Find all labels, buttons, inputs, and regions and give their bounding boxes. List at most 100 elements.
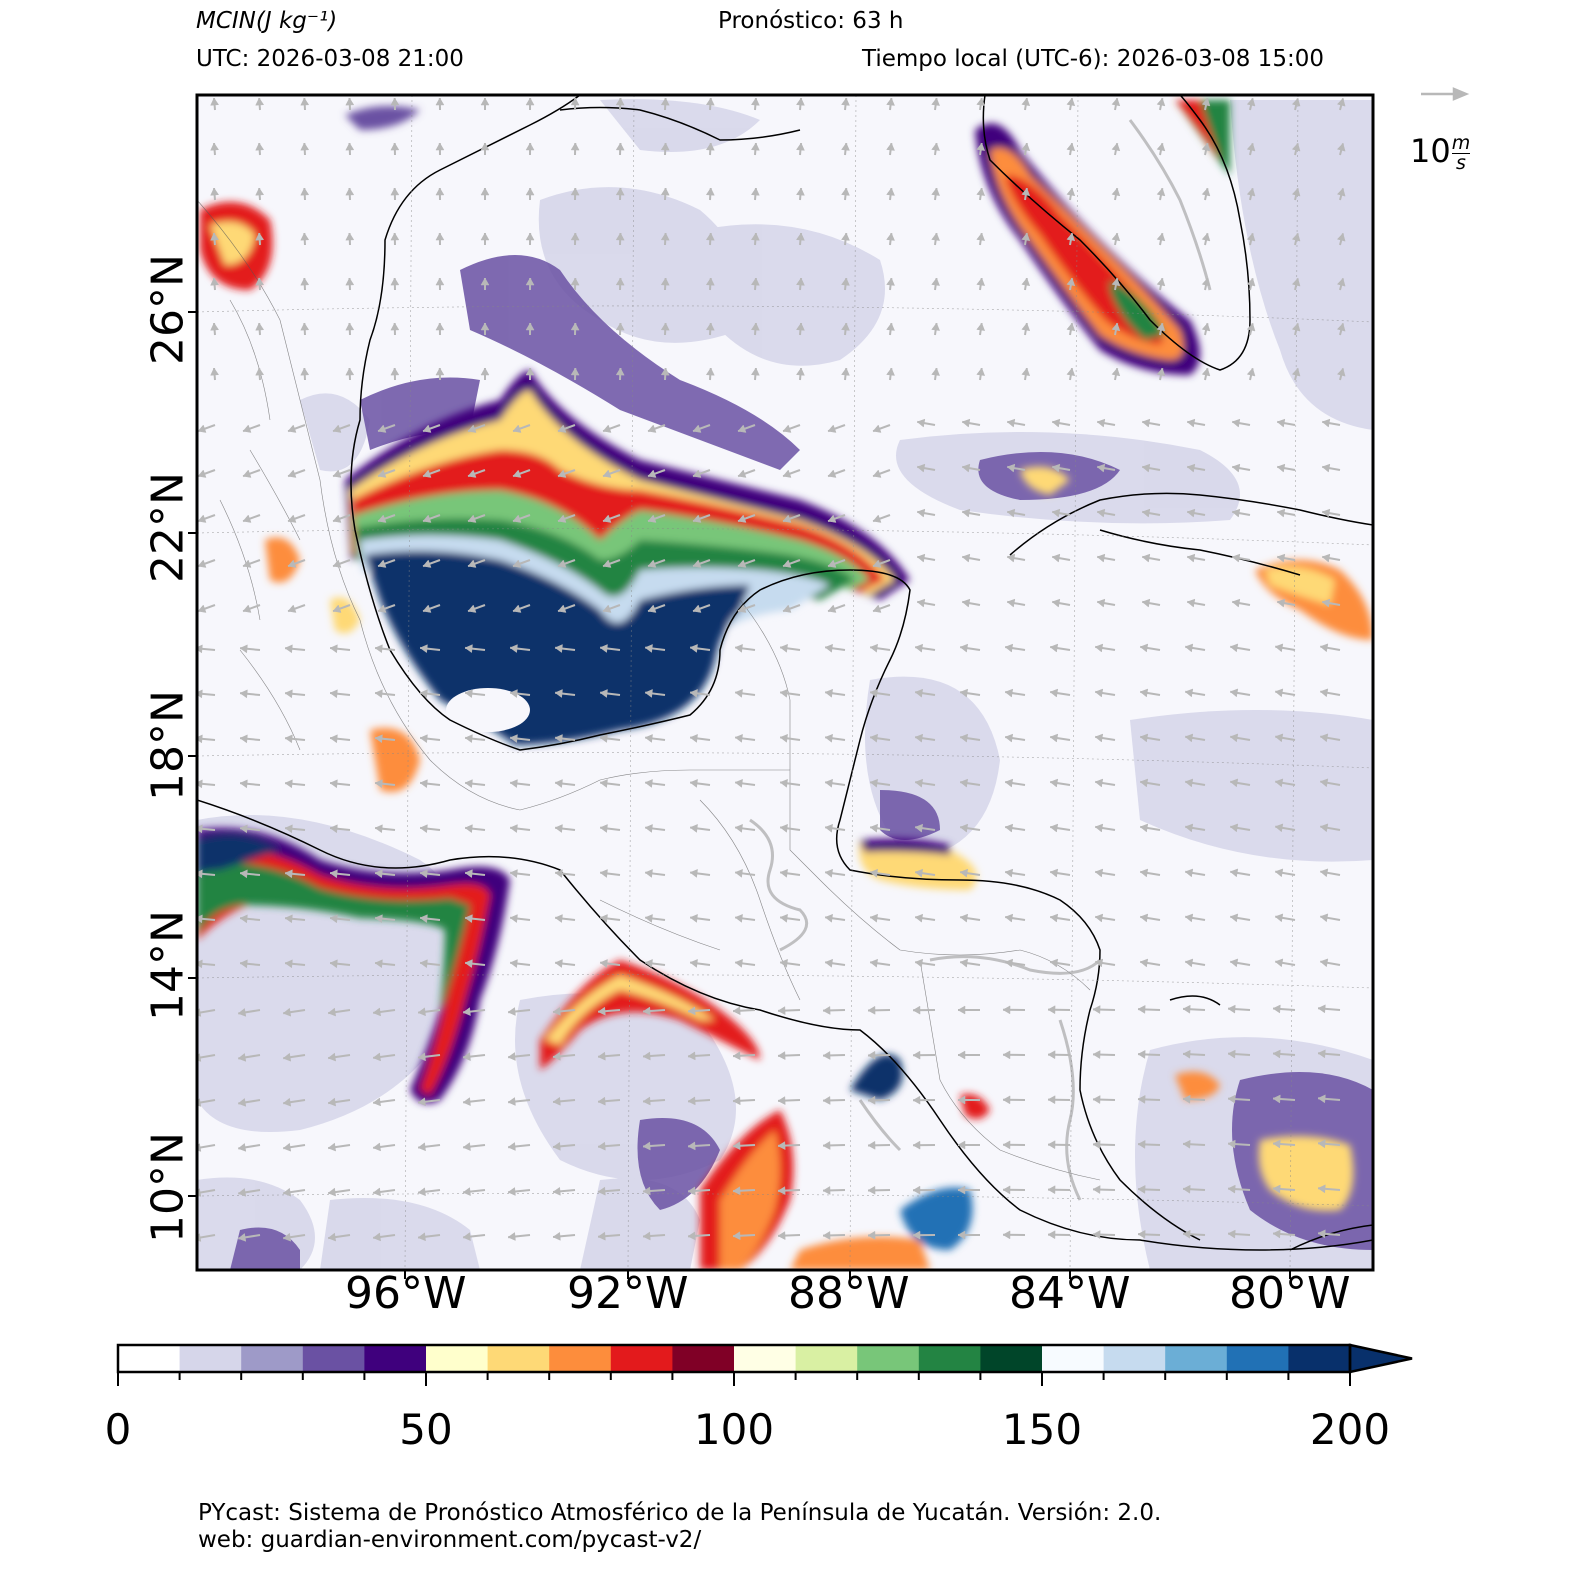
wind-arrow-head	[916, 463, 926, 473]
wind-arrow-head	[1141, 508, 1151, 518]
wind-arrow-head	[750, 277, 760, 286]
wind-arrow-head	[867, 1050, 876, 1060]
wind-key-units-den: s	[1456, 151, 1466, 174]
wind-arrow-head	[284, 914, 293, 924]
wind-arrow-head	[1096, 463, 1106, 473]
wind-arrow-shaft	[197, 1054, 216, 1060]
wind-arrow-head	[886, 187, 895, 196]
wind-arrow-head	[732, 1231, 741, 1241]
wind-arrow-head	[417, 1007, 426, 1017]
wind-arrow-head	[554, 689, 563, 698]
wind-arrow-head	[931, 142, 941, 151]
wind-arrow-head	[1321, 508, 1331, 518]
wind-arrow-head	[912, 1230, 921, 1240]
wind-arrow-head	[462, 1187, 471, 1197]
wind-arrow-head	[782, 604, 792, 613]
wind-arrow-head	[374, 779, 383, 789]
wind-arrow-head	[869, 868, 878, 878]
wind-arrow-head	[239, 869, 248, 879]
wind-arrow-head	[689, 959, 698, 968]
wind-arrow-head	[822, 1051, 831, 1060]
wind-arrow-head	[1274, 868, 1284, 878]
wind-arrow-head	[1317, 1184, 1326, 1194]
wind-arrow-head	[332, 514, 342, 523]
wind-arrow-head	[300, 277, 310, 286]
wind-arrow-head	[1096, 598, 1106, 608]
wind-arrow-head	[329, 914, 338, 924]
wind-arrow-head	[647, 469, 657, 478]
wind-arrow-head	[329, 824, 338, 834]
wind-arrow-head	[644, 869, 653, 878]
wind-arrow-head	[1336, 277, 1346, 287]
wind-arrow-head	[822, 1186, 831, 1195]
wind-arrow-head	[1291, 232, 1301, 242]
wind-arrow-head	[615, 142, 625, 151]
wind-arrow-head	[1092, 1095, 1101, 1104]
wind-arrow-head	[886, 322, 895, 331]
wind-arrow-head	[824, 913, 833, 923]
wind-arrow-head	[824, 643, 833, 653]
wind-arrow-head	[1229, 868, 1239, 878]
wind-arrow-head	[1319, 688, 1329, 698]
wind-arrow-head	[390, 367, 400, 376]
wind-arrow-head	[374, 734, 383, 744]
colorbar-segment	[1042, 1345, 1105, 1372]
wind-arrow-head	[327, 1097, 337, 1107]
wind-arrow-head	[1139, 643, 1149, 653]
wind-arrow-head	[552, 1141, 561, 1151]
wind-arrow-head	[1272, 1184, 1281, 1194]
wind-arrow-head	[1094, 958, 1104, 968]
wind-arrow-head	[284, 734, 293, 744]
wind-arrow-head	[1049, 868, 1059, 878]
wind-arrow-head	[332, 469, 342, 478]
wind-arrow-head	[959, 868, 969, 878]
wind-arrow-head	[1321, 418, 1331, 428]
wind-arrow-head	[1184, 778, 1194, 788]
wind-arrow-head	[750, 142, 760, 151]
wind-arrow-head	[512, 469, 522, 478]
wind-arrow-head	[869, 958, 878, 968]
wind-arrow-shaft	[197, 1009, 216, 1015]
wind-arrow-head	[372, 1007, 381, 1017]
wind-arrow-head	[734, 913, 743, 923]
wind-arrow-head	[869, 823, 878, 833]
wind-arrow-head	[462, 1052, 471, 1062]
wind-arrow-head	[886, 97, 895, 106]
wind-arrow-head	[1246, 97, 1256, 107]
wind-arrow-head	[1111, 367, 1121, 377]
wind-arrow-head	[197, 514, 207, 523]
wind-arrow-head	[435, 142, 445, 151]
wind-arrow-head	[705, 187, 715, 196]
wind-arrow-head	[1272, 1139, 1281, 1149]
wind-arrow-head	[689, 824, 698, 833]
wind-arrow-head	[1049, 958, 1059, 968]
wind-arrow-head	[1021, 187, 1031, 197]
wind-arrow-head	[1229, 643, 1239, 653]
wind-arrow-head	[1321, 598, 1331, 608]
wind-arrow-head	[916, 553, 926, 563]
wind-arrow-head	[300, 142, 310, 151]
wind-arrow-head	[1092, 1140, 1101, 1149]
wind-arrow-head	[462, 1007, 471, 1017]
wind-arrow-head	[737, 424, 747, 433]
wind-arrow-head	[644, 914, 653, 923]
wind-arrow-head	[1156, 277, 1166, 287]
wind-arrow-head	[1186, 508, 1196, 518]
wind-arrow-head	[872, 604, 882, 613]
wind-arrow-head	[1156, 142, 1166, 152]
wind-arrow-head	[796, 322, 805, 331]
utc-time: UTC: 2026-03-08 21:00	[196, 46, 464, 72]
wind-arrow-head	[827, 424, 837, 433]
wind-arrow-head	[1201, 187, 1211, 197]
wind-arrow-head	[737, 514, 747, 523]
colorbar-segment	[241, 1345, 304, 1372]
wind-arrow-head	[976, 142, 986, 151]
wind-arrow-head	[931, 322, 941, 331]
wind-arrow-head	[867, 1095, 876, 1105]
wind-arrow-head	[872, 559, 882, 568]
wind-arrow-head	[705, 142, 715, 151]
colorbar-segment	[1288, 1345, 1351, 1372]
wind-arrow-head	[374, 869, 383, 879]
wind-arrow-head	[1051, 463, 1061, 473]
wind-arrow-head	[557, 424, 567, 433]
